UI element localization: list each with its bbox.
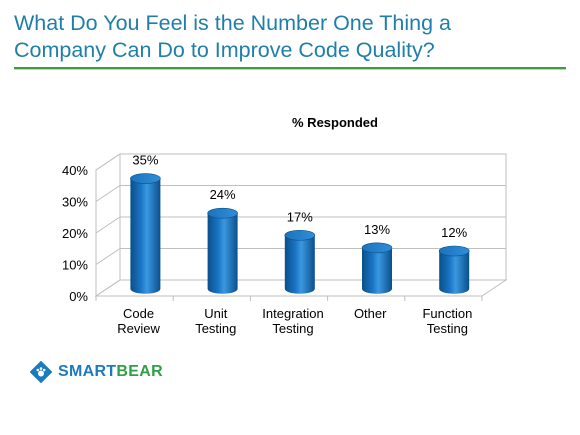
bar-top-cap [130, 173, 161, 184]
bar-top-cap [361, 242, 393, 254]
smartbear-logo: SMARTBEAR [30, 361, 163, 383]
bar-body [439, 251, 470, 294]
bar-body [130, 178, 161, 294]
bar [284, 229, 316, 294]
chart-labels: 0%10%20%30%40%35%CodeReview24%UnitTestin… [62, 153, 472, 336]
x-category-label: Testing [272, 321, 313, 336]
x-category-label: Integration [262, 306, 323, 321]
bar [130, 173, 161, 294]
data-label: 35% [132, 153, 158, 168]
data-label: 12% [441, 225, 467, 240]
bar-body [362, 247, 392, 294]
y-tick-label: 0% [69, 289, 88, 304]
bar-body [207, 213, 238, 294]
bar-top-cap [284, 229, 316, 241]
gridline [95, 153, 506, 171]
data-label: 24% [210, 187, 236, 202]
data-label: 13% [364, 222, 390, 237]
bar [207, 207, 238, 294]
slide-title-line2: Company Can Do to Improve Code Quality? [14, 38, 435, 62]
slide-title-line1: What Do You Feel is the Number One Thing… [14, 11, 452, 35]
chart-bars [130, 173, 470, 294]
x-category-label: Review [117, 321, 160, 336]
x-category-label: Function [422, 306, 472, 321]
y-tick-label: 10% [62, 258, 88, 273]
chart-title: % Responded [292, 115, 378, 130]
bar-top-cap [207, 207, 238, 219]
x-category-label: Code [123, 306, 154, 321]
y-tick-label: 20% [62, 226, 88, 241]
gridline [95, 185, 506, 202]
x-category-label: Testing [195, 321, 236, 336]
smartbear-logo-icon [30, 361, 52, 383]
y-tick-label: 40% [62, 163, 88, 178]
logo-text-smart: SMART [58, 363, 117, 380]
bar-body [284, 235, 315, 294]
logo-text-bear: BEAR [116, 363, 163, 380]
bar [361, 242, 393, 294]
bar-top-cap [438, 245, 470, 257]
x-category-label: Other [354, 306, 387, 321]
bar [438, 245, 470, 294]
slide-title: What Do You Feel is the Number One Thing… [14, 10, 566, 64]
title-divider-shadow [14, 69, 566, 70]
gridline [95, 216, 506, 234]
x-category-label: Testing [427, 321, 468, 336]
x-category-label: Unit [204, 306, 228, 321]
title-divider [14, 67, 566, 69]
y-tick-label: 30% [62, 195, 88, 210]
data-label: 17% [287, 209, 313, 224]
